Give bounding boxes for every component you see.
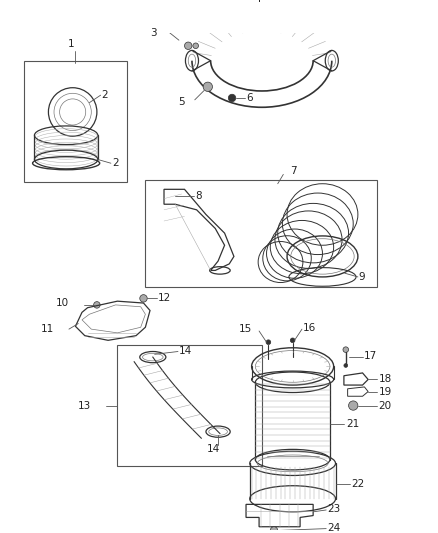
Text: 17: 17 <box>364 351 377 361</box>
Text: 5: 5 <box>178 96 184 107</box>
Text: 13: 13 <box>78 401 91 410</box>
Text: 3: 3 <box>150 28 156 38</box>
Bar <box>24 61 127 182</box>
Text: 4: 4 <box>255 0 261 4</box>
Text: 12: 12 <box>158 293 171 303</box>
Text: 2: 2 <box>102 90 108 100</box>
Text: 24: 24 <box>327 523 340 532</box>
Text: 15: 15 <box>238 324 251 334</box>
Text: 10: 10 <box>56 298 69 308</box>
Bar <box>117 345 262 466</box>
Text: 22: 22 <box>351 479 364 489</box>
Text: 14: 14 <box>179 345 192 356</box>
Circle shape <box>203 82 212 92</box>
Circle shape <box>344 364 348 367</box>
Text: 16: 16 <box>303 323 316 333</box>
Text: 8: 8 <box>195 191 201 201</box>
Circle shape <box>343 347 349 352</box>
Bar <box>145 180 377 287</box>
Text: 2: 2 <box>112 158 118 168</box>
Text: 7: 7 <box>290 166 297 176</box>
Text: 14: 14 <box>207 445 220 454</box>
Circle shape <box>266 340 271 344</box>
Text: 9: 9 <box>359 272 365 282</box>
Circle shape <box>349 401 358 410</box>
Text: 18: 18 <box>378 375 392 384</box>
Text: 11: 11 <box>41 324 54 334</box>
Text: 1: 1 <box>67 39 74 50</box>
Circle shape <box>94 302 100 308</box>
Circle shape <box>228 94 236 102</box>
Text: 21: 21 <box>346 419 359 429</box>
Text: 6: 6 <box>246 93 253 103</box>
Circle shape <box>140 295 147 302</box>
Circle shape <box>184 42 192 50</box>
Text: 19: 19 <box>378 386 392 397</box>
Text: 20: 20 <box>378 401 392 410</box>
Circle shape <box>270 527 278 533</box>
Circle shape <box>290 338 295 343</box>
Text: 23: 23 <box>327 504 340 514</box>
Circle shape <box>193 43 198 49</box>
